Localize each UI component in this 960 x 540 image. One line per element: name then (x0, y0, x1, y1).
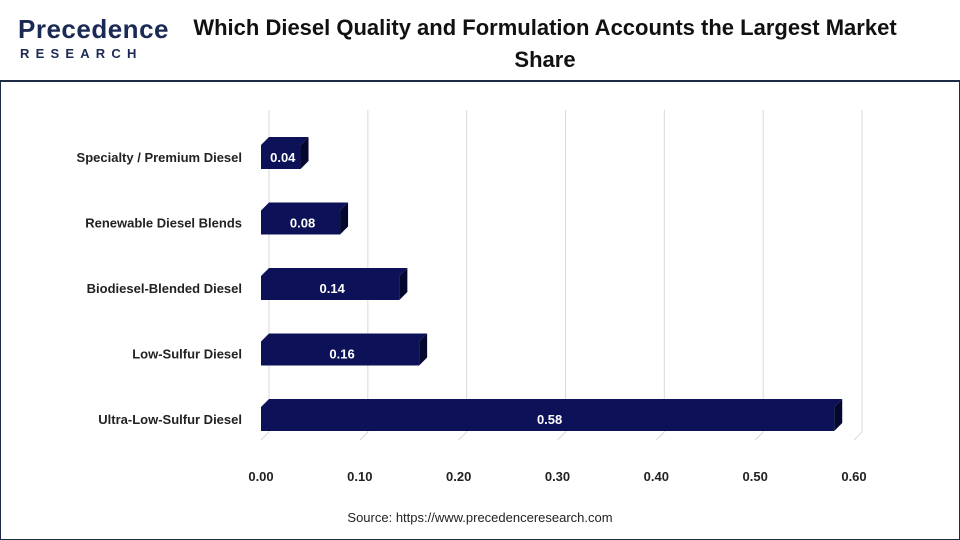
gridline-floor (754, 431, 764, 441)
bar-value-label: 0.16 (329, 347, 354, 362)
category-label: Renewable Diesel Blends (85, 216, 242, 231)
bar-side-face (399, 268, 408, 300)
bar (261, 210, 341, 235)
bar-side-face (419, 333, 428, 366)
chart-title: Which Diesel Quality and Formulation Acc… (193, 15, 897, 72)
gridline-floor (359, 431, 369, 441)
x-tick-label: 0.30 (545, 469, 570, 484)
gridline-floor (853, 431, 863, 441)
bar (261, 145, 301, 169)
gridline-floor (655, 431, 665, 441)
bar-top-face (261, 399, 843, 407)
category-label: Ultra-Low-Sulfur Diesel (98, 412, 242, 427)
bar-value-label: 0.04 (270, 150, 296, 165)
logo-wordmark: Precedence (18, 14, 169, 44)
bar-top-face (261, 137, 309, 145)
gridline-floor (260, 431, 270, 441)
x-tick-label: 0.10 (347, 469, 372, 484)
x-tick-label: 0.20 (446, 469, 471, 484)
bar-top-face (261, 268, 408, 276)
category-label: Biodiesel-Blended Diesel (87, 281, 242, 296)
source-note: Source: https://www.precedenceresearch.c… (347, 510, 613, 525)
bar-top-face (261, 333, 428, 342)
category-label: Low-Sulfur Diesel (132, 347, 242, 362)
bar-value-label: 0.08 (290, 216, 315, 231)
gridline-floor (458, 431, 468, 441)
x-tick-label: 0.40 (644, 469, 669, 484)
bar-side-face (340, 202, 349, 235)
bar-value-label: 0.58 (537, 412, 562, 427)
bar-side-face (300, 137, 309, 169)
precedence-research-logo: Precedence RESEARCH (18, 14, 168, 66)
x-tick-label: 0.00 (248, 469, 273, 484)
x-tick-label: 0.50 (743, 469, 768, 484)
bar (261, 407, 835, 431)
bar (261, 276, 400, 300)
gridline-floor (557, 431, 566, 441)
bar-value-label: 0.14 (320, 281, 346, 296)
x-tick-label: 0.60 (841, 469, 866, 484)
bar (261, 341, 420, 366)
category-label: Specialty / Premium Diesel (77, 150, 242, 165)
bar-top-face (261, 202, 349, 211)
logo-subtitle: RESEARCH (20, 46, 143, 61)
bar-side-face (834, 399, 843, 431)
header: Precedence RESEARCH Which Diesel Quality… (0, 0, 960, 82)
